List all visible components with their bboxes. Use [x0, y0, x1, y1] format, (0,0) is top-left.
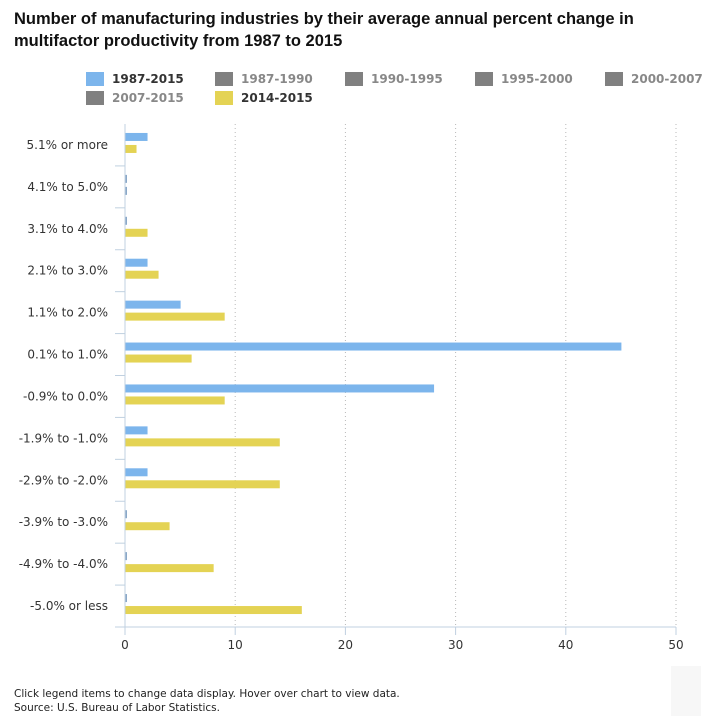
bar[interactable] [125, 384, 435, 393]
footer-source: Source: U.S. Bureau of Labor Statistics. [14, 702, 220, 714]
scroll-area [671, 666, 701, 716]
legend-swatch [345, 72, 363, 86]
y-category-label: 0.1% to 1.0% [27, 348, 108, 362]
chart-footer: Click legend items to change data displa… [14, 687, 400, 715]
legend-swatch [215, 72, 233, 86]
bar[interactable] [125, 228, 148, 237]
bar[interactable] [125, 564, 214, 573]
legend-item-2007-2015[interactable]: 2007-2015 [86, 90, 184, 106]
bar[interactable] [125, 300, 181, 309]
y-category-label: 3.1% to 4.0% [27, 222, 108, 236]
y-category-label: 5.1% or more [27, 138, 108, 152]
x-tick-label: 10 [228, 638, 243, 652]
legend-item-1987-1990[interactable]: 1987-1990 [215, 71, 313, 87]
legend-swatch [86, 72, 104, 86]
bar[interactable] [125, 426, 148, 435]
bar[interactable] [125, 438, 280, 447]
legend-item-2000-2007[interactable]: 2000-2007 [605, 71, 703, 87]
legend-swatch [215, 91, 233, 105]
legend-label: 1987-2015 [112, 72, 184, 86]
bar[interactable] [125, 522, 170, 531]
y-category-label: -2.9% to -2.0% [19, 473, 108, 487]
bar[interactable] [125, 606, 302, 615]
bar[interactable] [125, 468, 148, 477]
legend-item-1990-1995[interactable]: 1990-1995 [345, 71, 443, 87]
chart-title: Number of manufacturing industries by th… [14, 10, 634, 50]
bar[interactable] [125, 312, 225, 321]
legend-label: 1990-1995 [371, 72, 443, 86]
bar[interactable] [125, 216, 128, 225]
legend-swatch [475, 72, 493, 86]
legend-item-2014-2015[interactable]: 2014-2015 [215, 90, 313, 106]
bar[interactable] [125, 594, 128, 603]
y-category-label: -3.9% to -3.0% [19, 515, 108, 529]
y-category-label: -0.9% to 0.0% [23, 389, 108, 403]
legend-label: 1995-2000 [501, 72, 573, 86]
y-category-label: 2.1% to 3.0% [27, 264, 108, 278]
y-category-label: -4.9% to -4.0% [19, 557, 108, 571]
bar[interactable] [125, 144, 137, 153]
legend-label: 2014-2015 [241, 91, 313, 105]
x-tick-label: 20 [338, 638, 353, 652]
legend-label: 2007-2015 [112, 91, 184, 105]
legend-swatch [605, 72, 623, 86]
legend-label: 1987-1990 [241, 72, 313, 86]
footer-note: Click legend items to change data displa… [14, 688, 400, 700]
x-tick-label: 30 [448, 638, 463, 652]
legend-label: 2000-2007 [631, 72, 703, 86]
bar[interactable] [125, 354, 192, 363]
x-tick-label: 0 [121, 638, 129, 652]
bar[interactable] [125, 480, 280, 489]
x-tick-label: 50 [668, 638, 683, 652]
bar[interactable] [125, 174, 128, 183]
y-category-label: -5.0% or less [30, 599, 108, 613]
y-category-label: 4.1% to 5.0% [27, 180, 108, 194]
bar-chart[interactable]: 0 10 20 30 40 50 5.1% or more 4.1% to 5.0% 3.1% … [0, 0, 709, 680]
legend-swatch [86, 91, 104, 105]
bar[interactable] [125, 342, 622, 351]
bar[interactable] [125, 258, 148, 267]
bar[interactable] [125, 552, 128, 561]
x-tick-label: 40 [558, 638, 573, 652]
legend-item-1987-2015[interactable]: 1987-2015 [86, 71, 184, 87]
bar[interactable] [125, 510, 128, 519]
y-category-label: 1.1% to 2.0% [27, 306, 108, 320]
bar[interactable] [125, 270, 159, 279]
bar[interactable] [125, 132, 148, 141]
y-category-label: -1.9% to -1.0% [19, 431, 108, 445]
legend-item-1995-2000[interactable]: 1995-2000 [475, 71, 573, 87]
bar[interactable] [125, 396, 225, 405]
bar[interactable] [125, 186, 128, 195]
